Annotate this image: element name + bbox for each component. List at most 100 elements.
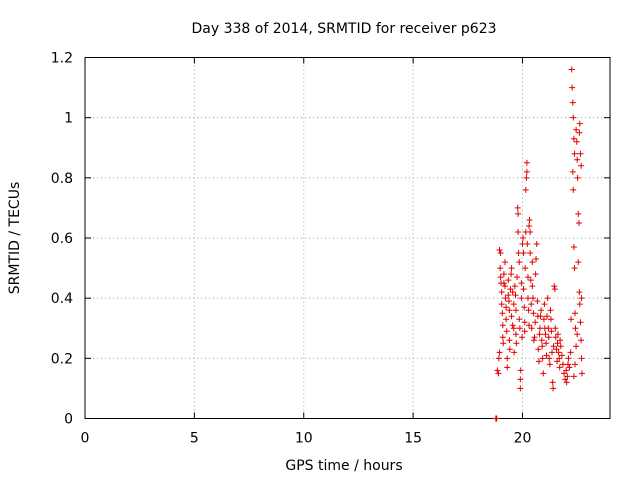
data-point <box>497 250 504 257</box>
data-point <box>515 228 522 235</box>
data-point <box>505 292 512 299</box>
data-point <box>528 301 535 308</box>
data-point <box>573 343 580 350</box>
data-point <box>554 340 561 347</box>
data-point <box>574 156 581 163</box>
y-tick-label: 0.2 <box>51 351 73 367</box>
data-point <box>554 331 561 338</box>
data-point <box>505 298 512 305</box>
data-point <box>563 379 570 386</box>
data-point <box>547 316 554 323</box>
data-point <box>575 259 582 266</box>
data-point <box>521 304 528 311</box>
data-point <box>545 334 552 341</box>
data-point <box>527 250 534 257</box>
data-point <box>497 265 504 272</box>
data-point <box>508 265 515 272</box>
data-point <box>521 328 528 335</box>
data-point <box>529 283 536 290</box>
data-point <box>574 174 581 181</box>
data-point <box>502 259 508 266</box>
data-point <box>543 340 550 347</box>
data-point <box>570 186 577 193</box>
data-point <box>519 334 526 341</box>
y-tick-label: 1.2 <box>51 51 73 67</box>
data-point <box>512 307 519 314</box>
data-point <box>576 120 583 127</box>
data-point <box>527 277 534 284</box>
data-point <box>512 292 519 299</box>
data-point <box>523 168 530 175</box>
data-point <box>511 283 518 290</box>
data-point <box>516 316 523 323</box>
y-tick-label: 0.8 <box>51 171 73 187</box>
data-point <box>518 280 525 287</box>
data-point <box>503 316 510 323</box>
data-point <box>530 337 537 344</box>
data-point <box>572 310 578 317</box>
x-tick-label: 20 <box>514 431 532 447</box>
data-point <box>537 313 544 320</box>
data-point <box>506 346 513 353</box>
data-point <box>520 286 527 293</box>
data-point <box>511 349 518 356</box>
data-point <box>508 271 515 278</box>
data-point <box>506 307 513 314</box>
data-point <box>508 313 515 320</box>
data-point <box>549 349 556 356</box>
data-point <box>571 265 578 272</box>
data-point <box>535 346 542 353</box>
data-point <box>544 313 550 320</box>
grid <box>85 57 610 419</box>
data-point <box>500 340 507 347</box>
data-point <box>539 343 546 350</box>
data-point <box>506 337 513 344</box>
data-point <box>557 343 564 350</box>
data-point <box>500 271 507 278</box>
data-point <box>516 259 523 266</box>
data-point <box>534 298 541 305</box>
data-point <box>517 385 524 392</box>
data-point <box>538 337 545 344</box>
data-point <box>531 334 538 341</box>
data-point <box>522 186 529 193</box>
data-point <box>533 241 540 248</box>
data-point <box>495 370 502 377</box>
data-point <box>551 286 558 293</box>
data-point <box>526 322 533 329</box>
data-point <box>527 228 534 235</box>
data-point <box>499 322 506 329</box>
data-point <box>556 364 563 371</box>
data-point <box>533 256 540 263</box>
data-point <box>503 328 510 335</box>
data-point <box>538 307 545 314</box>
data-point <box>578 162 585 169</box>
data-point <box>569 168 576 175</box>
data-point <box>578 295 585 302</box>
data-point <box>575 219 582 226</box>
data-point <box>540 316 547 323</box>
data-point <box>558 352 565 359</box>
data-point <box>539 355 546 362</box>
data-point <box>529 259 536 266</box>
chart-title: Day 338 of 2014, SRMTID for receiver p62… <box>191 21 496 37</box>
data-point <box>550 385 557 392</box>
data-point <box>516 325 523 332</box>
data-point <box>510 325 517 332</box>
data-point <box>545 325 552 332</box>
data-point <box>540 370 547 377</box>
data-point <box>543 352 550 359</box>
data-point <box>514 204 521 211</box>
data-point <box>513 340 520 347</box>
data-point <box>519 235 526 241</box>
data-point <box>564 373 571 380</box>
data-point <box>563 367 570 374</box>
data-point <box>552 325 559 332</box>
y-axis-label: SRMTID / TECUs <box>7 182 23 295</box>
y-tick-label: 0.4 <box>51 291 73 307</box>
data-point <box>546 361 553 368</box>
x-tick-label: 0 <box>81 431 90 447</box>
data-point <box>496 349 503 356</box>
data-point <box>577 319 584 326</box>
data-point <box>574 331 581 338</box>
